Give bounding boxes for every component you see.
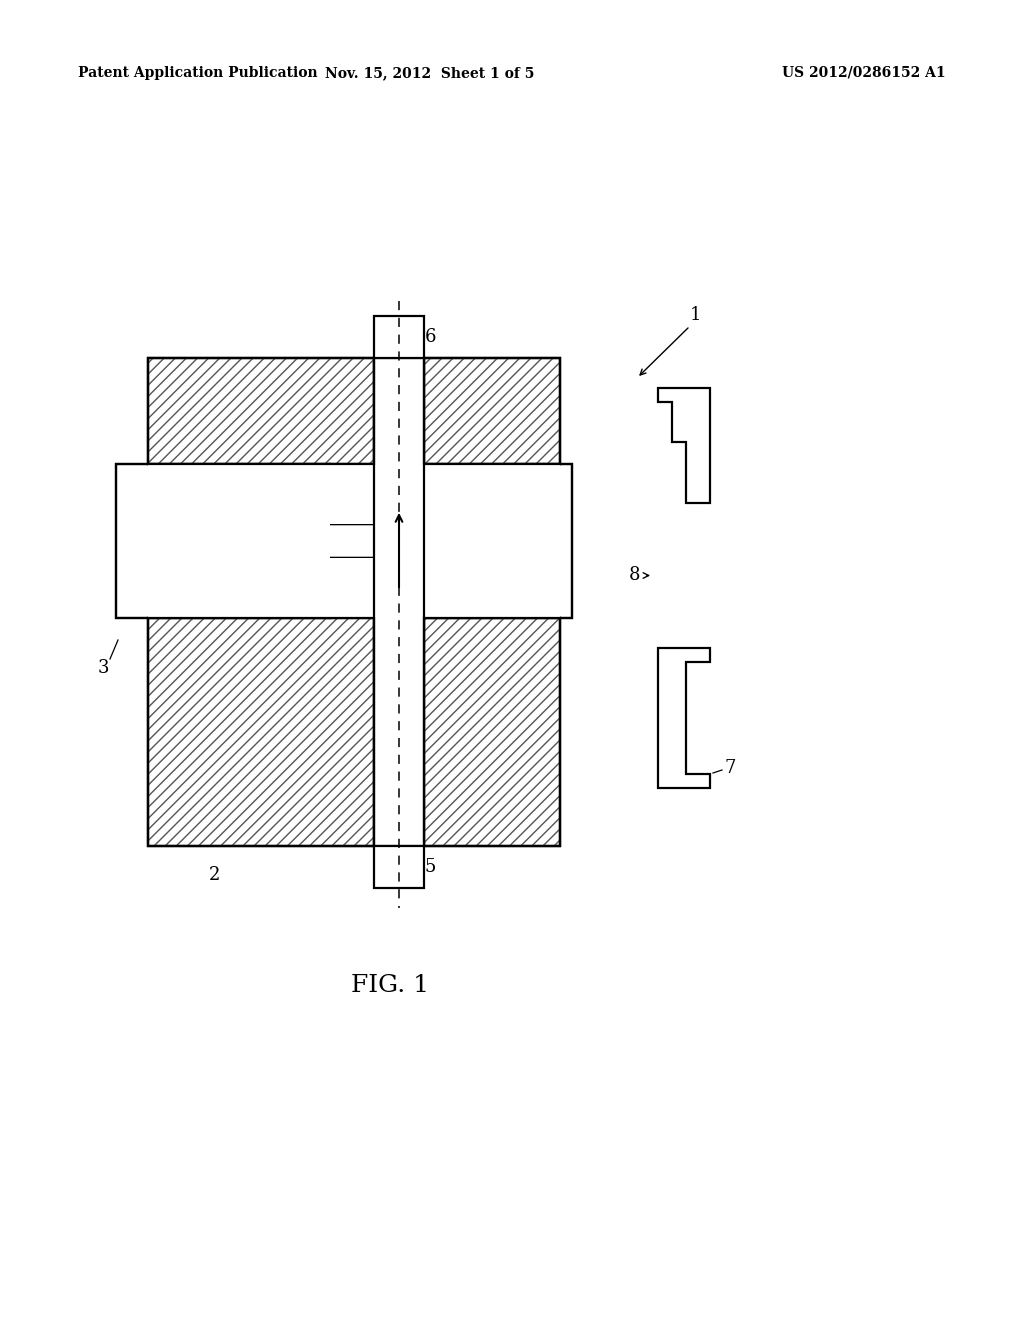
Polygon shape: [424, 358, 560, 465]
Text: Patent Application Publication: Patent Application Publication: [78, 66, 317, 81]
Text: US 2012/0286152 A1: US 2012/0286152 A1: [782, 66, 946, 81]
Polygon shape: [658, 648, 710, 788]
Bar: [330, 558, 374, 618]
Bar: [148, 358, 560, 465]
Bar: [148, 618, 560, 846]
Text: 6: 6: [425, 327, 436, 346]
Text: 4: 4: [431, 566, 442, 583]
Text: 7: 7: [724, 759, 735, 777]
Text: FIG. 1: FIG. 1: [351, 974, 429, 997]
Polygon shape: [148, 558, 374, 846]
Bar: [424, 465, 560, 618]
Bar: [330, 465, 374, 524]
Polygon shape: [116, 358, 572, 846]
Polygon shape: [330, 558, 374, 618]
Polygon shape: [330, 465, 374, 524]
Text: 8: 8: [629, 566, 640, 585]
Text: 3: 3: [97, 659, 109, 677]
Bar: [148, 465, 330, 618]
Polygon shape: [148, 358, 374, 524]
Polygon shape: [424, 618, 560, 846]
Text: 5: 5: [425, 858, 436, 876]
Text: 1: 1: [690, 306, 701, 323]
Polygon shape: [658, 388, 710, 503]
Bar: [374, 358, 424, 846]
Text: 2: 2: [209, 866, 221, 884]
Bar: [374, 315, 424, 358]
Bar: [374, 846, 424, 888]
Text: Nov. 15, 2012  Sheet 1 of 5: Nov. 15, 2012 Sheet 1 of 5: [326, 66, 535, 81]
